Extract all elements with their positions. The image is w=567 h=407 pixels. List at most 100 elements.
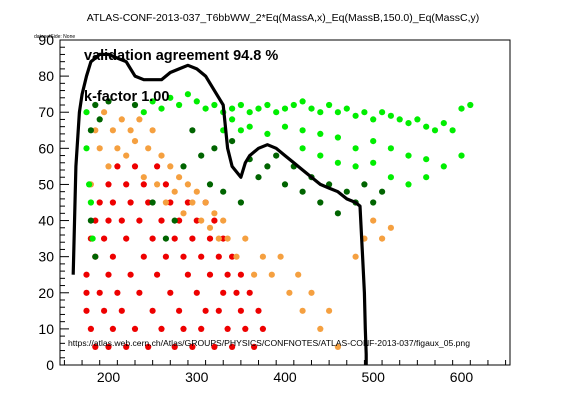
data-point xyxy=(370,116,377,123)
data-point xyxy=(370,159,377,166)
data-point xyxy=(405,120,412,127)
data-point xyxy=(131,325,139,332)
data-point xyxy=(317,109,324,116)
data-point xyxy=(220,289,227,296)
data-points xyxy=(83,91,474,350)
data-point xyxy=(370,217,377,224)
data-point xyxy=(89,235,96,242)
y-tick-label: 20 xyxy=(38,285,54,301)
data-point xyxy=(180,253,187,260)
kfactor-annotation: k-factor 1.00 xyxy=(84,89,169,105)
data-point xyxy=(180,210,187,217)
data-point xyxy=(96,116,103,123)
data-point xyxy=(211,145,218,152)
data-point xyxy=(87,199,94,206)
data-point xyxy=(211,101,218,109)
data-point xyxy=(167,163,174,170)
data-point xyxy=(105,271,112,278)
data-point xyxy=(198,253,205,260)
data-point xyxy=(255,105,262,112)
data-point xyxy=(184,199,191,206)
x-tick-label: 200 xyxy=(97,369,121,385)
data-point xyxy=(140,253,147,260)
data-point xyxy=(92,253,99,260)
data-point xyxy=(449,127,456,134)
data-point xyxy=(229,253,236,260)
data-point xyxy=(193,188,200,195)
data-point xyxy=(114,289,121,296)
x-axis: 200 300 400 500 600 xyxy=(63,360,507,385)
data-point xyxy=(127,199,134,206)
y-tick-label: 90 xyxy=(38,32,54,48)
data-point xyxy=(299,127,306,134)
data-point xyxy=(198,217,205,224)
data-point xyxy=(273,152,280,159)
data-point xyxy=(259,253,266,260)
data-point xyxy=(109,127,116,134)
data-point xyxy=(334,159,341,166)
data-point xyxy=(198,152,205,159)
data-point xyxy=(343,105,350,112)
y-tick-label: 50 xyxy=(38,176,54,192)
data-point xyxy=(211,210,218,217)
data-point xyxy=(83,289,90,296)
data-point xyxy=(167,289,174,296)
data-point xyxy=(405,181,412,188)
plot-frame xyxy=(59,39,511,366)
data-point xyxy=(109,253,116,260)
data-point xyxy=(154,271,161,278)
data-point xyxy=(308,105,315,112)
x-tick-label: 600 xyxy=(450,369,474,385)
data-point xyxy=(198,325,205,332)
data-point xyxy=(379,235,386,242)
data-point xyxy=(211,217,218,224)
data-point xyxy=(361,109,368,116)
data-point xyxy=(184,181,191,188)
data-point xyxy=(105,98,112,105)
data-point xyxy=(387,224,394,231)
data-point xyxy=(326,101,333,109)
data-point xyxy=(220,235,227,242)
data-point xyxy=(162,253,169,260)
data-point xyxy=(268,271,275,278)
data-point xyxy=(127,127,134,134)
data-point xyxy=(220,217,227,224)
data-point xyxy=(167,94,174,101)
data-point xyxy=(352,145,359,152)
data-point xyxy=(246,109,253,116)
data-point xyxy=(171,217,178,224)
data-point xyxy=(299,145,306,152)
data-point xyxy=(290,101,297,109)
data-point xyxy=(131,138,139,145)
chart-title: ATLAS-CONF-2013-037_T6bbWW_2*Eq(MassA,x)… xyxy=(87,12,480,24)
data-point xyxy=(224,271,231,278)
data-point xyxy=(118,217,125,224)
data-point xyxy=(136,289,143,296)
data-point xyxy=(109,199,116,206)
data-point xyxy=(105,343,112,350)
data-point xyxy=(154,163,161,170)
data-point xyxy=(193,98,200,105)
data-point xyxy=(423,123,430,130)
data-point xyxy=(308,289,315,296)
data-point xyxy=(158,105,165,112)
y-tick-label: 80 xyxy=(38,68,54,84)
data-point xyxy=(237,101,244,109)
data-point xyxy=(334,210,341,217)
data-point xyxy=(131,163,139,170)
data-point xyxy=(136,116,143,123)
data-point xyxy=(83,109,90,116)
data-point xyxy=(352,253,359,260)
data-point xyxy=(83,271,90,278)
data-point xyxy=(237,271,244,278)
y-tick-label: 0 xyxy=(46,357,54,373)
data-point xyxy=(101,307,108,314)
data-point xyxy=(206,271,214,278)
data-point xyxy=(458,105,465,112)
data-point xyxy=(259,325,266,332)
data-point xyxy=(379,188,386,195)
data-point xyxy=(86,181,93,188)
data-point xyxy=(109,325,116,332)
data-point xyxy=(176,101,183,109)
